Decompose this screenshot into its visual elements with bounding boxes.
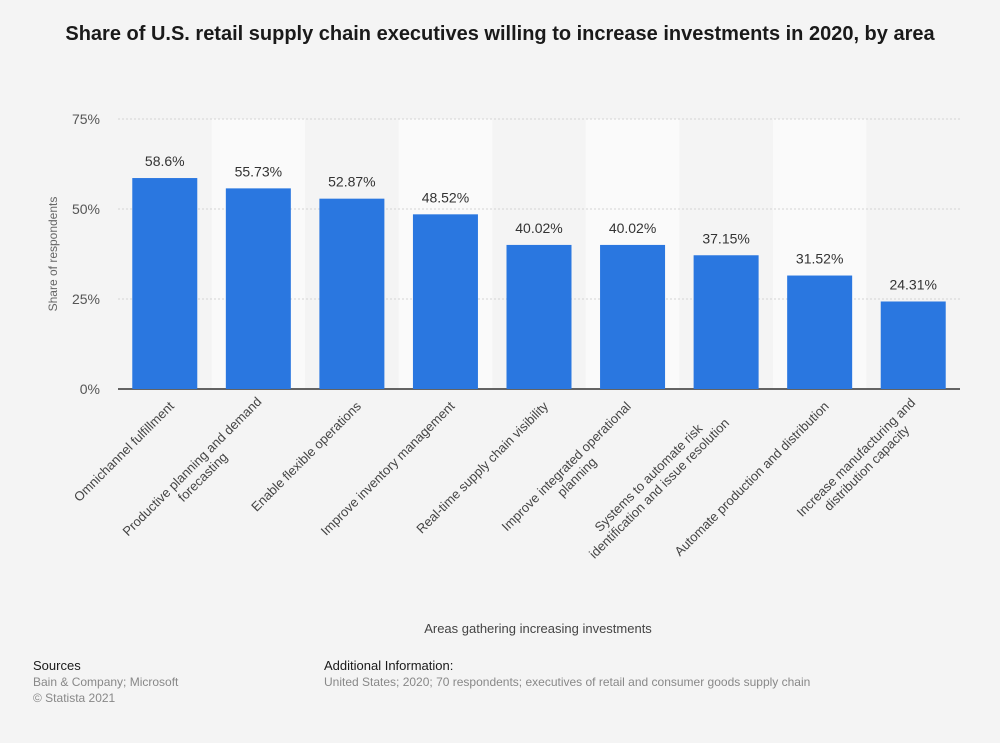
x-category-label-line: Productive planning and demand — [119, 394, 264, 539]
chart-title: Share of U.S. retail supply chain execut… — [65, 23, 935, 45]
data-label: 40.02% — [515, 220, 562, 236]
copyright-text: © Statista 2021 — [33, 691, 116, 705]
x-category-label: Enable flexible operations — [248, 398, 364, 514]
sources-block: Sources Bain & Company; Microsoft © Stat… — [33, 658, 178, 706]
data-label: 58.6% — [145, 153, 185, 169]
y-tick-label: 75% — [72, 111, 100, 127]
y-axis-title: Share of respondents — [46, 197, 60, 312]
y-tick-label: 0% — [80, 381, 100, 397]
bar — [506, 244, 572, 389]
bar — [412, 214, 478, 389]
bar — [787, 275, 853, 389]
bar — [132, 178, 198, 389]
x-category-label: Productive planning and demandforecastin… — [119, 394, 264, 539]
data-label: 40.02% — [609, 220, 656, 236]
info-text: United States; 2020; 70 respondents; exe… — [324, 675, 811, 689]
data-label: 52.87% — [328, 174, 375, 190]
y-tick-label: 25% — [72, 291, 100, 307]
x-axis-title: Areas gathering increasing investments — [424, 621, 652, 636]
x-category-label-line: Enable flexible operations — [248, 398, 364, 514]
data-label: 31.52% — [796, 251, 843, 267]
y-tick-label: 50% — [72, 201, 100, 217]
bar — [600, 244, 666, 389]
data-label: 48.52% — [422, 189, 469, 205]
data-label: 24.31% — [889, 276, 936, 292]
info-heading: Additional Information: — [324, 658, 454, 673]
x-category-label-line: identification and issue resolution — [586, 415, 732, 561]
data-label: 55.73% — [235, 163, 282, 179]
bar — [693, 255, 759, 389]
bar — [319, 198, 385, 389]
bar — [225, 188, 291, 389]
data-label: 37.15% — [702, 230, 749, 246]
x-category-label-line: Systems to automate risk — [592, 420, 706, 534]
sources-heading: Sources — [33, 658, 81, 673]
sources-text: Bain & Company; Microsoft — [33, 675, 179, 689]
bar — [880, 301, 946, 389]
additional-info-block: Additional Information: United States; 2… — [324, 658, 810, 690]
